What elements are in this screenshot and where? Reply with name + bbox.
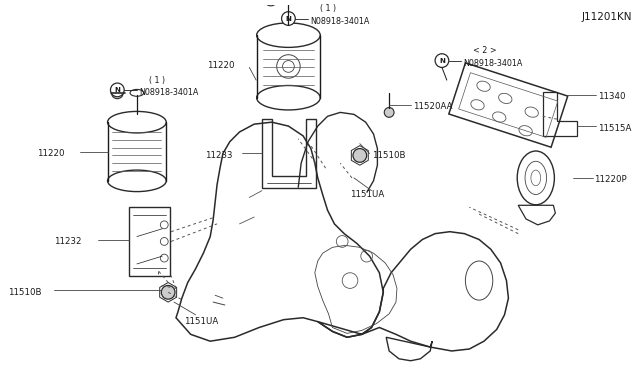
Text: 11220: 11220 (37, 149, 65, 158)
Circle shape (161, 285, 175, 299)
Text: 11232: 11232 (54, 237, 81, 246)
Text: N: N (439, 58, 445, 64)
Text: 11220P: 11220P (595, 175, 627, 185)
Text: ( 1 ): ( 1 ) (148, 76, 164, 85)
Text: 11340: 11340 (598, 92, 626, 101)
Text: N08918-3401A: N08918-3401A (139, 88, 198, 97)
Text: N08918-3401A: N08918-3401A (463, 59, 523, 68)
Circle shape (282, 12, 295, 25)
Circle shape (435, 54, 449, 67)
Circle shape (384, 108, 394, 117)
Circle shape (353, 148, 367, 162)
Text: N: N (285, 16, 291, 22)
Text: 11510B: 11510B (372, 151, 405, 160)
Circle shape (111, 83, 124, 97)
Text: 11233: 11233 (205, 151, 233, 160)
Text: J11201KN: J11201KN (582, 12, 632, 22)
Circle shape (111, 87, 123, 99)
Text: 11520AA: 11520AA (413, 102, 452, 111)
Text: 11220: 11220 (207, 61, 235, 70)
Text: 1151UA: 1151UA (184, 317, 218, 326)
Text: 11515A: 11515A (598, 124, 632, 132)
Circle shape (264, 0, 278, 6)
Text: N08918-3401A: N08918-3401A (310, 17, 369, 26)
Text: 11510B: 11510B (8, 288, 42, 297)
Text: 1151UA: 1151UA (350, 190, 384, 199)
Text: < 2 >: < 2 > (473, 46, 497, 55)
Text: ( 1 ): ( 1 ) (320, 4, 336, 13)
Text: N: N (115, 87, 120, 93)
